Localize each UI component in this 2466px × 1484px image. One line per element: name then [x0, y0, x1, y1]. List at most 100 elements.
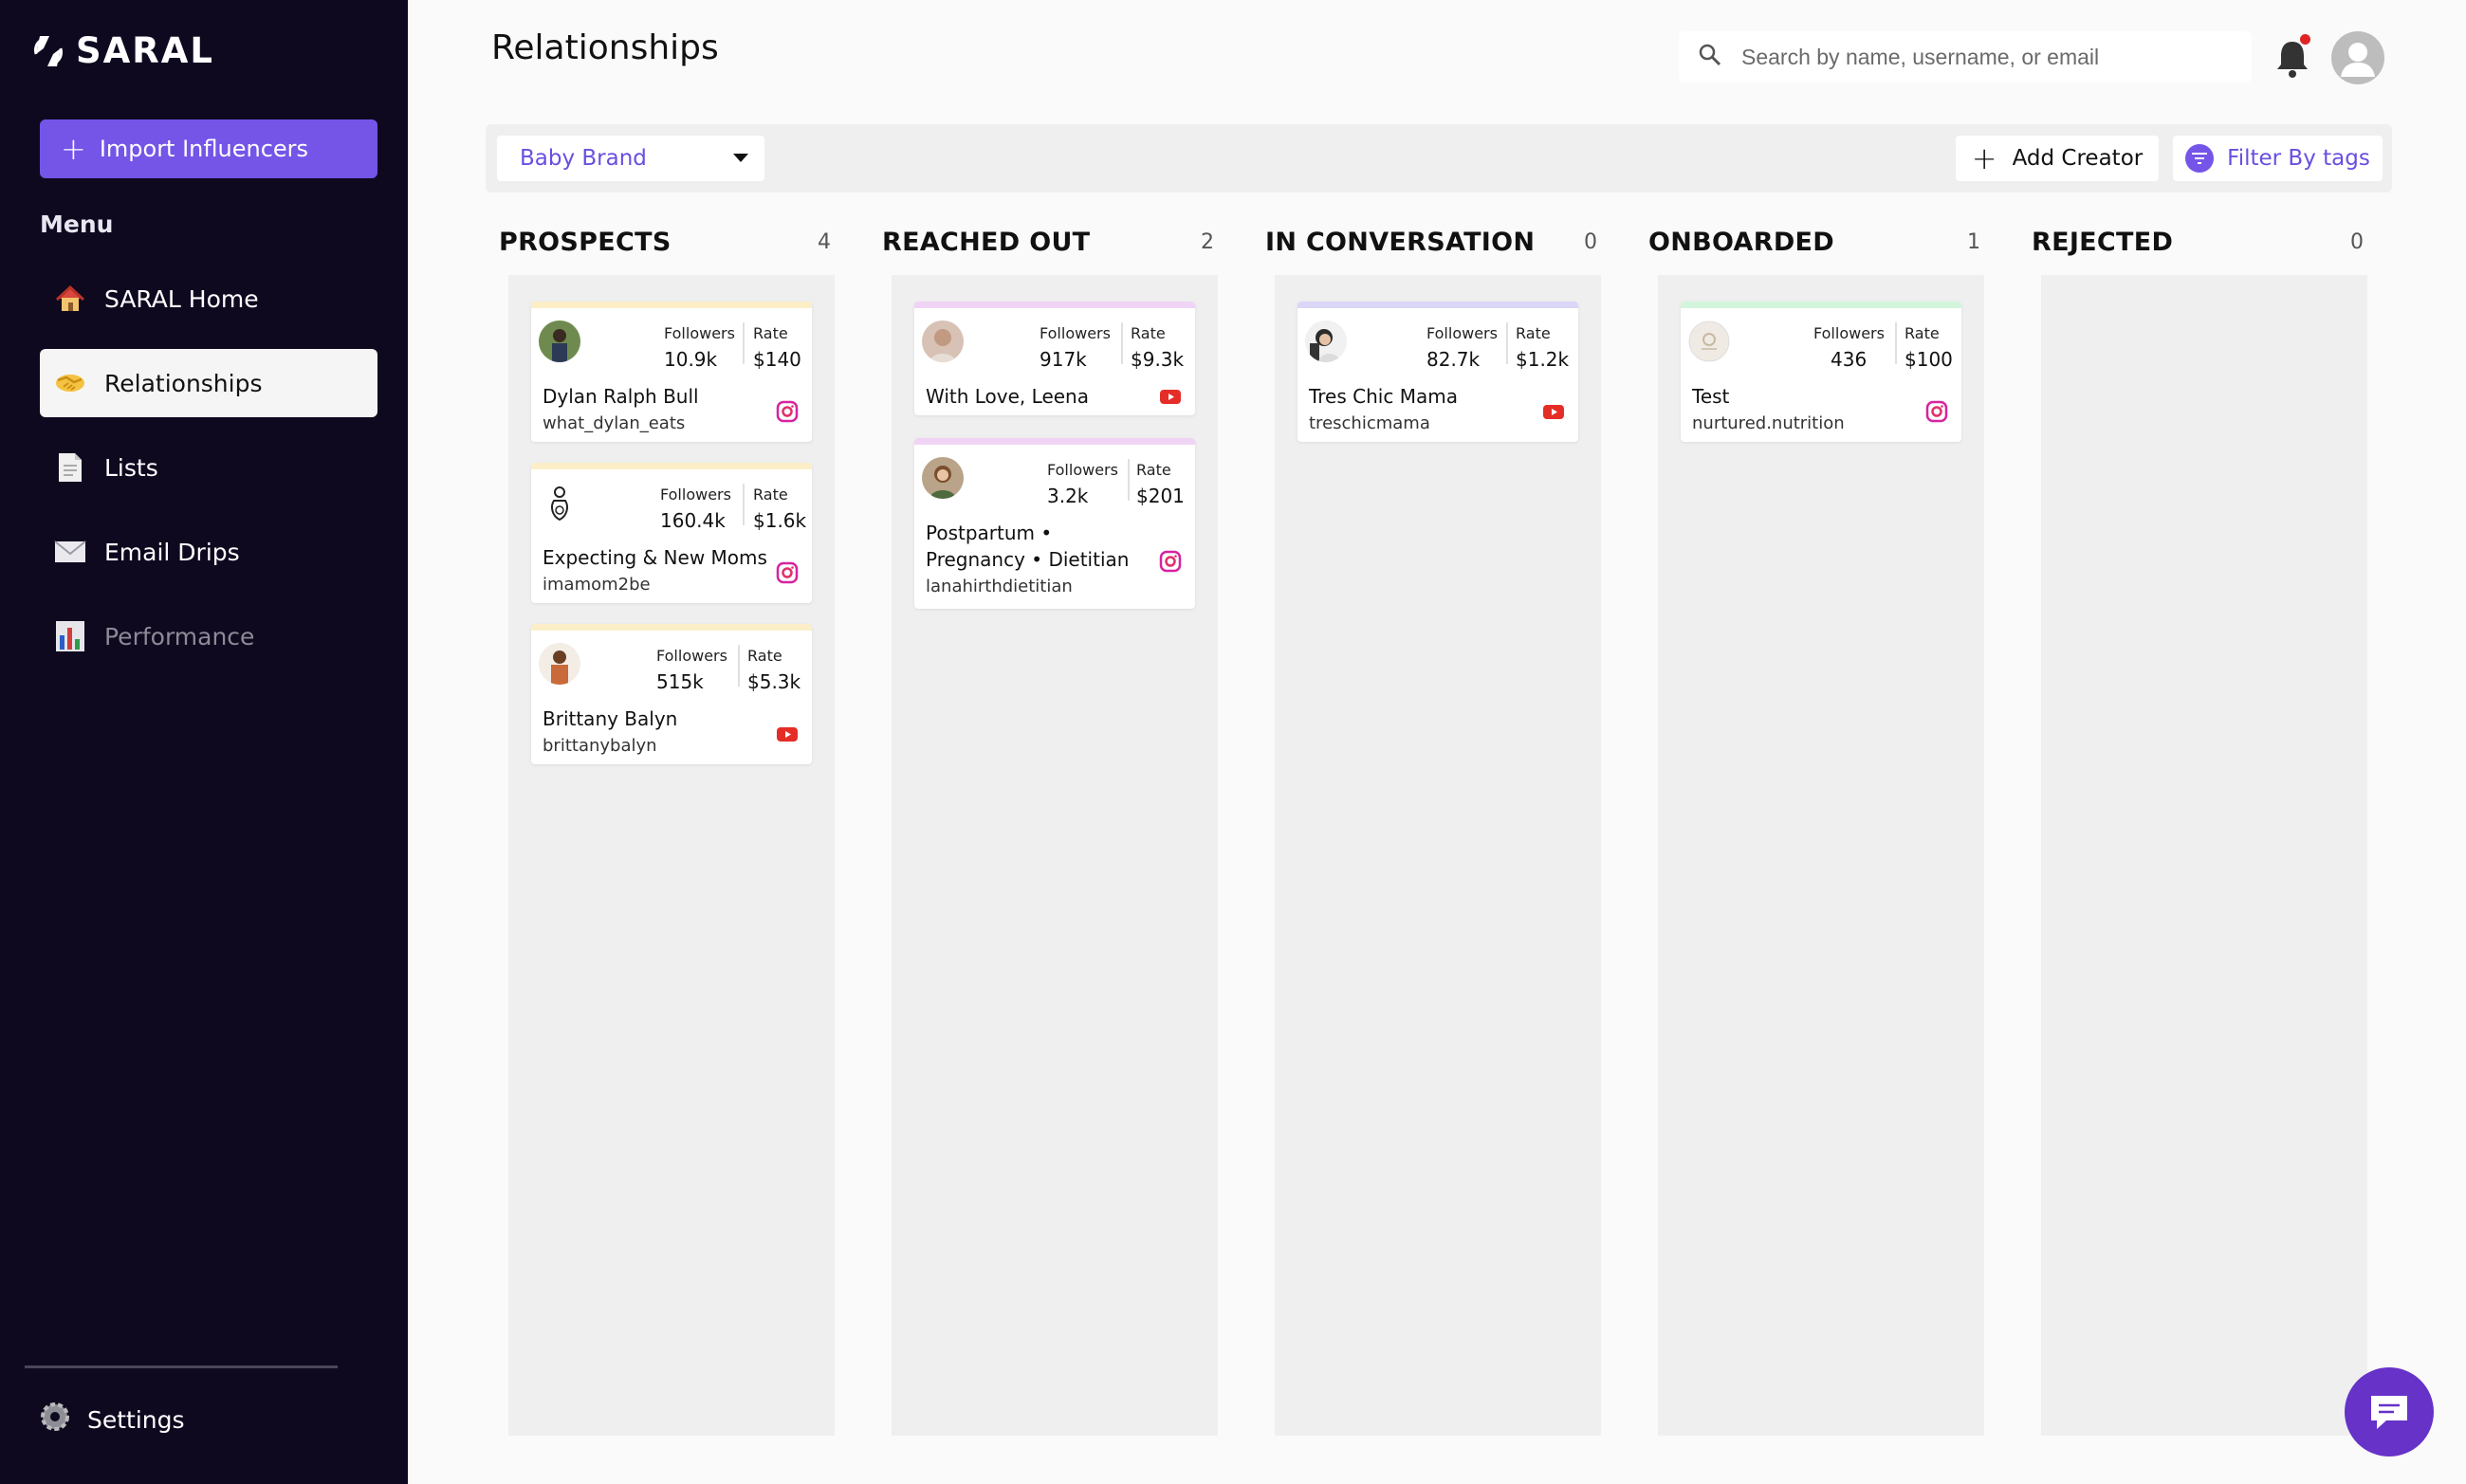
page-title: Relationships [491, 28, 719, 67]
card-strip [1297, 302, 1578, 308]
creator-card[interactable]: Followers 82.7k Rate $1.2k Tres Chic Mam… [1297, 302, 1578, 442]
card-strip [531, 624, 812, 631]
column-header-prospects: PROSPECTS 4 [499, 228, 831, 257]
column-rejected[interactable] [2041, 275, 2367, 1436]
column-header-in-conversation: IN CONVERSATION 0 [1265, 228, 1597, 257]
stat-divider [1128, 459, 1130, 501]
add-creator-button[interactable]: + Add Creator [1956, 136, 2159, 181]
rate-value: $1.6k [753, 509, 807, 532]
rate-stat: Rate $100 [1905, 324, 1953, 371]
followers-stat: Followers 82.7k [1426, 324, 1498, 371]
creator-card[interactable]: Followers 515k Rate $5.3k Brittany Balyn… [531, 624, 812, 764]
sidebar-item-label: Lists [104, 453, 158, 482]
sidebar-item-performance[interactable]: Performance [40, 602, 377, 670]
stat-divider [738, 645, 740, 687]
instagram-icon[interactable] [1159, 550, 1182, 573]
followers-label: Followers [1040, 324, 1111, 342]
creator-name-line-1: Postpartum • [926, 522, 1053, 544]
sidebar-item-email-drips[interactable]: Email Drips [40, 518, 377, 586]
creator-handle: what_dylan_eats [543, 413, 686, 433]
rate-value: $201 [1136, 485, 1185, 507]
creator-name: Dylan Ralph Bull [543, 385, 699, 408]
creator-name-line-2: Pregnancy • Dietitian [926, 548, 1130, 571]
column-onboarded[interactable]: Followers 436 Rate $100 Test nurtured.nu… [1658, 275, 1984, 1436]
search-bar[interactable] [1679, 31, 2252, 82]
document-icon [53, 450, 87, 485]
column-prospects[interactable]: Followers 10.9k Rate $140 Dylan Ralph Bu… [508, 275, 835, 1436]
bell-icon [2277, 42, 2308, 78]
stat-divider [743, 484, 745, 525]
youtube-icon[interactable] [776, 723, 799, 745]
user-avatar-icon [2341, 43, 2375, 77]
followers-value: 82.7k [1426, 348, 1481, 371]
creator-card[interactable]: Followers 160.4k Rate $1.6k Expecting & … [531, 463, 812, 603]
card-strip [531, 302, 812, 308]
sidebar-item-label: Performance [104, 622, 255, 650]
followers-label: Followers [1813, 324, 1885, 342]
notifications-button[interactable] [2269, 30, 2316, 83]
followers-stat: Followers 3.2k [1047, 461, 1118, 507]
settings-link[interactable]: Settings [38, 1400, 185, 1439]
sidebar-item-label: Relationships [104, 369, 263, 397]
rate-label: Rate [753, 324, 788, 342]
saral-logo[interactable]: SARAL [32, 30, 214, 71]
sidebar-item-relationships[interactable]: Relationships [40, 349, 377, 417]
followers-value: 3.2k [1047, 485, 1089, 507]
card-strip [531, 463, 812, 469]
column-title: REACHED OUT [882, 228, 1091, 257]
creator-name: Tres Chic Mama [1309, 385, 1458, 408]
column-count: 0 [2350, 230, 2364, 254]
creator-card[interactable]: Followers 917k Rate $9.3k With Love, Lee… [914, 302, 1195, 415]
youtube-icon[interactable] [1159, 385, 1182, 408]
followers-stat: Followers 10.9k [664, 324, 735, 371]
followers-value: 160.4k [660, 509, 726, 532]
column-header-reached-out: REACHED OUT 2 [882, 228, 1214, 257]
followers-label: Followers [664, 324, 735, 342]
search-input[interactable] [1739, 43, 2218, 71]
followers-stat: Followers 436 [1813, 324, 1885, 371]
import-influencers-button[interactable]: + Import Influencers [40, 119, 377, 178]
rate-label: Rate [1516, 324, 1551, 342]
house-icon [53, 282, 87, 316]
creator-avatar [1688, 321, 1730, 362]
creator-card[interactable]: Followers 436 Rate $100 Test nurtured.nu… [1681, 302, 1961, 442]
user-avatar-button[interactable] [2331, 31, 2384, 84]
followers-value: 917k [1040, 348, 1087, 371]
notification-dot [2300, 34, 2310, 45]
creator-card[interactable]: Followers 10.9k Rate $140 Dylan Ralph Bu… [531, 302, 812, 442]
creator-card[interactable]: Followers 3.2k Rate $201 Postpartum • Pr… [914, 438, 1195, 609]
card-strip [914, 302, 1195, 308]
followers-label: Followers [660, 486, 731, 504]
creator-handle: nurtured.nutrition [1692, 413, 1845, 433]
settings-label: Settings [87, 1405, 185, 1434]
youtube-icon[interactable] [1542, 400, 1565, 423]
sidebar-item-lists[interactable]: Lists [40, 433, 377, 502]
bar-chart-icon [53, 619, 87, 653]
sidebar-item-saral-home[interactable]: SARAL Home [40, 265, 377, 333]
rate-value: $100 [1905, 348, 1953, 371]
followers-label: Followers [656, 647, 727, 665]
creator-avatar [539, 643, 580, 685]
brand-select[interactable]: Baby Brand [497, 136, 764, 181]
column-header-onboarded: ONBOARDED 1 [1648, 228, 1980, 257]
stat-divider [743, 322, 745, 364]
column-in-conversation[interactable]: Followers 82.7k Rate $1.2k Tres Chic Mam… [1275, 275, 1601, 1436]
caret-down-icon [733, 154, 748, 162]
instagram-icon[interactable] [776, 561, 799, 584]
instagram-icon[interactable] [776, 400, 799, 423]
creator-avatar [922, 457, 964, 499]
plus-icon: + [61, 131, 86, 167]
gear-icon [38, 1400, 72, 1439]
import-influencers-label: Import Influencers [99, 136, 309, 162]
rate-value: $9.3k [1131, 348, 1185, 371]
filter-by-tags-label: Filter By tags [2227, 146, 2370, 171]
column-reached-out[interactable]: Followers 917k Rate $9.3k With Love, Lee… [892, 275, 1218, 1436]
followers-label: Followers [1426, 324, 1498, 342]
filter-by-tags-button[interactable]: Filter By tags [2173, 136, 2383, 181]
sidebar-item-label: SARAL Home [104, 284, 259, 313]
column-title: REJECTED [2032, 228, 2174, 257]
rate-stat: Rate $1.6k [753, 486, 806, 532]
menu-heading: Menu [40, 211, 114, 238]
instagram-icon[interactable] [1925, 400, 1948, 423]
chat-support-button[interactable] [2345, 1367, 2434, 1457]
